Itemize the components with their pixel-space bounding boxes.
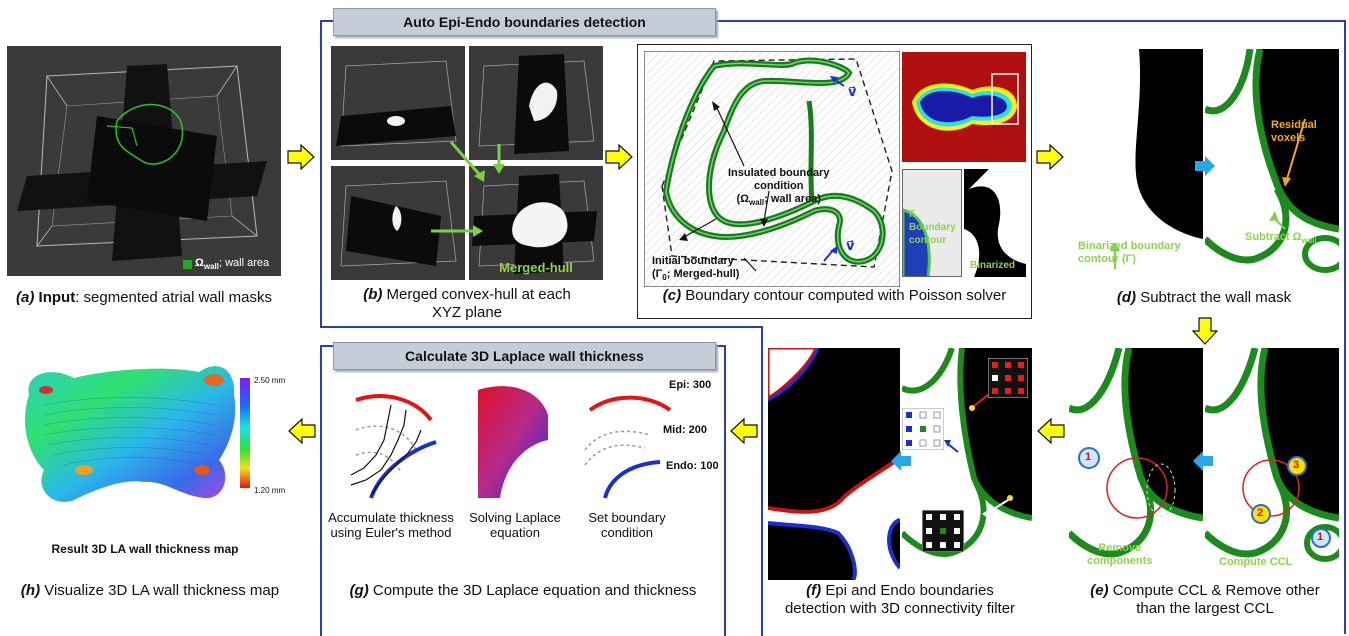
laplace-sub3-caption: Set boundary condition [588, 510, 666, 540]
la-thickness-map [24, 366, 236, 502]
initial-boundary-label: Initial boundary (Γ0; Merged-hull) [652, 255, 740, 283]
yellow-arrow-e-f [1037, 418, 1065, 444]
subtract-label: Subtract Ωwall [1245, 231, 1317, 246]
panel-b-cell-3 [331, 166, 465, 280]
frame-bottom-box-left [320, 345, 322, 636]
panel-h-caption: (h) Visualize 3D LA wall thickness map [20, 582, 280, 599]
frame-right-line [1344, 20, 1346, 634]
yellow-arrow-c-d [1036, 144, 1064, 170]
panel-b-cell-2 [469, 46, 603, 160]
compute-ccl-label: Compute CCL [1219, 556, 1293, 568]
panel-d-right: Residual voxels Subtract Ωwall [1205, 49, 1339, 280]
colorbar-bottom-label: 1.20 mm [254, 486, 286, 495]
frame-mid-line [320, 326, 762, 328]
neighborhood-grid-bottom [922, 510, 964, 552]
frame-left-line [320, 20, 322, 326]
ccl-badge-2: 2 [1257, 507, 1264, 519]
yellow-arrow-b-c [605, 144, 633, 170]
panel-b-cell-merged: Merged-hull [469, 166, 603, 280]
frame-top-line [320, 20, 1346, 22]
remove-components-label: Remove components [1087, 542, 1153, 567]
blue-arrow-d [1195, 156, 1215, 176]
panel-b-grid: Merged-hull [331, 46, 603, 280]
panel-d-left-arrow [1110, 242, 1120, 269]
binarized-boundary-text: Binarized boundary contour (Γ) [1078, 240, 1181, 265]
wall-legend-text: Ωwall; wall area [195, 257, 270, 272]
panel-a-image: Ωwall; wall area [7, 46, 281, 276]
panel-e-right: 3 2 1 Compute CCL [1205, 348, 1339, 580]
binarized-zoom: Binarized [964, 169, 1026, 277]
epi-label: Epi: 300 [669, 379, 712, 391]
neighborhood-grid-mid [902, 408, 944, 450]
ccl-badge-1-left: 1 [1085, 451, 1092, 463]
yellow-arrow-d-e [1192, 317, 1218, 345]
panel-c-box: v⃗ v⃗ Insulated boundary condition (Ωwall;… [637, 44, 1032, 319]
panel-d-left [1069, 49, 1203, 280]
blue-arrow-e [1193, 451, 1213, 471]
gamma-label: Γ, Boundary contour [909, 209, 956, 246]
merged-hull-label: Merged-hull [499, 260, 573, 275]
panel-e-caption: (e) Compute CCL & Remove other than the l… [1090, 582, 1320, 617]
laplace-euler-diagram [350, 394, 437, 499]
panel-f-caption: (f) Epi and Endo boundaries detection wit… [784, 582, 1016, 617]
panel-b-caption: (b) Merged convex-hull at each XYZ plane [363, 286, 571, 321]
panel-a-cross-planes [17, 64, 267, 261]
poisson-heatmap [902, 52, 1026, 162]
blue-arrow-f [891, 451, 911, 471]
panel-f-left [768, 348, 900, 580]
panel-d-caption: (d) Subtract the wall mask [1116, 289, 1292, 306]
frame-bottom-box-right [724, 345, 726, 636]
ccl-badge-3: 3 [1293, 459, 1300, 471]
v-label-top: v⃗ [848, 84, 857, 99]
mid-label: Mid: 200 [663, 424, 708, 436]
frame-mid-vert [761, 326, 763, 636]
wall-legend-swatch [183, 260, 192, 269]
laplace-sub1-caption: Accumulate thickness using Euler's method [328, 510, 454, 540]
insulated-label: Insulated boundary condition (Ωwall; wall … [728, 167, 830, 208]
panel-c-caption: (c) Boundary contour computed with Poiss… [662, 287, 1007, 304]
banner-laplace: Calculate 3D Laplace wall thickness [333, 342, 716, 370]
panel-g-caption: (g) Compute the 3D Laplace equation and … [349, 582, 697, 599]
colorbar-top-label: 2.50 mm [254, 376, 286, 385]
panel-a-caption: (a) Input: segmented atrial wall masks [16, 289, 272, 306]
thickness-colorbar [240, 378, 250, 488]
banner-auto-epi-endo: Auto Epi-Endo boundaries detection [333, 8, 716, 36]
residual-label: Residual voxels [1271, 119, 1317, 144]
yellow-arrow-f-g [730, 418, 758, 444]
panel-b-green-arrows [431, 141, 505, 237]
result-map-title: Result 3D LA wall thickness map [51, 542, 239, 556]
panel-c-contour [644, 51, 900, 287]
panel-b-cell-1 [331, 46, 465, 160]
v-label-bottom: v⃗ [846, 238, 855, 253]
yellow-arrow-a-b [287, 144, 315, 170]
neighborhood-grid-top [988, 358, 1028, 398]
laplace-boundary-diagram [584, 395, 672, 499]
poisson-zoom: Γ, Boundary contour [902, 169, 962, 277]
panel-e-left: 1 Remove components [1069, 348, 1203, 580]
yellow-arrow-g-h [288, 418, 316, 444]
endo-label: Endo: 100 [666, 460, 719, 472]
panel-f-right [902, 348, 1032, 580]
laplace-solution-gradient [478, 386, 548, 498]
ccl-badge-1-right: 1 [1317, 531, 1324, 543]
laplace-sub2-caption: Solving Laplace equation [469, 510, 561, 540]
binarized-label: Binarized [970, 260, 1016, 271]
